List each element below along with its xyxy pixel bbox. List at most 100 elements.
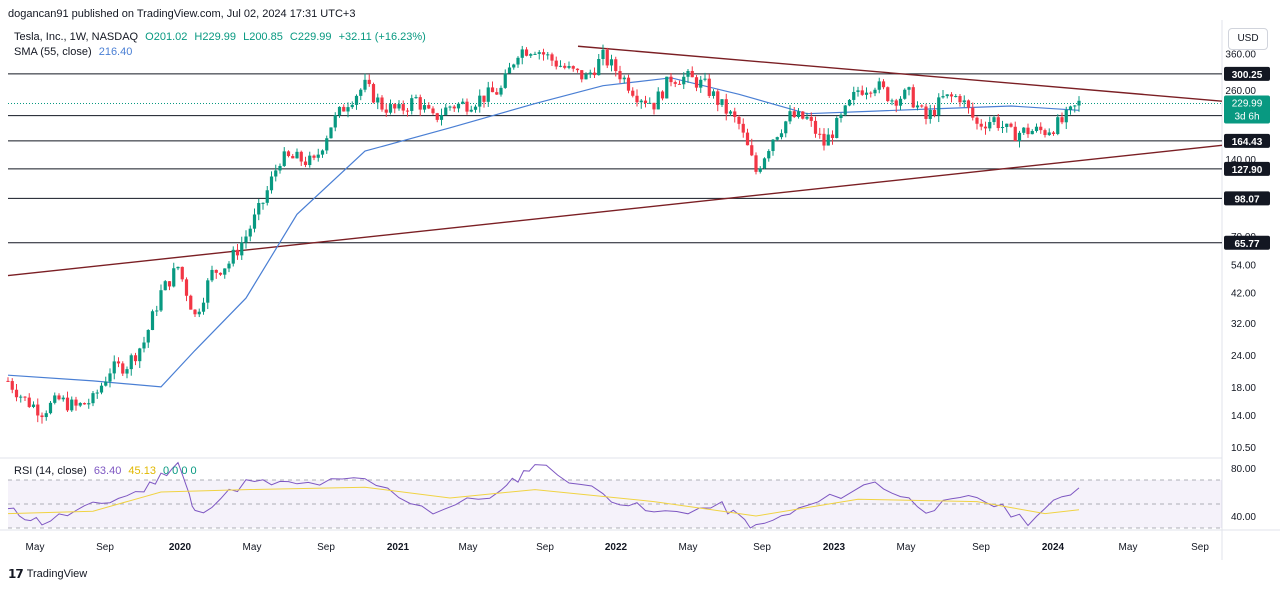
price-tick: 14.00 [1231,411,1256,422]
candle-body [796,111,801,118]
candle-body [597,58,601,76]
candle-body [359,89,363,96]
price-tick: 70.00 [1231,232,1256,243]
candle-body [954,96,958,98]
candle-body [138,348,142,362]
candle-body [354,95,359,105]
candle-body [541,52,546,55]
candle-body [554,60,558,67]
candle-body [792,111,796,118]
price-tick: 18.00 [1231,383,1256,394]
candle-body [631,90,635,96]
low-value: L200.85 [243,31,283,43]
candle-body [44,413,48,418]
candle-body [979,123,983,127]
candle-body [363,79,367,90]
candle-body [312,155,316,158]
price-tick: 54.00 [1231,261,1256,272]
level-tag [1224,161,1270,176]
candle-body [618,71,622,80]
candle-body [380,97,384,110]
candle-body [745,132,750,146]
candle-body [588,72,592,75]
candle-body [983,126,988,129]
sma-legend: SMA (55, close) 216.40 [14,46,136,58]
candle-body [240,242,244,256]
last-price-tag [1224,95,1270,124]
candle-body [193,309,197,315]
candle-body [741,123,745,133]
candle-body [248,228,252,237]
candle-body [235,249,240,256]
candle-body [303,161,308,166]
candle-body [342,106,346,112]
candle-body [724,99,728,114]
candle-body [291,156,295,159]
rsi-tick: 80.00 [1231,464,1256,475]
candle-body [486,87,490,102]
currency-button[interactable]: USD [1228,28,1268,50]
candle-body [10,381,14,390]
candle-body [121,363,125,374]
candle-body [65,397,70,411]
candle-body [864,92,869,95]
candle-body [822,133,826,146]
candle-body [529,54,533,56]
candle-body [104,381,108,386]
sma-path [7,77,1080,388]
rsi-ma-line [7,486,1080,517]
candle-body [941,96,945,98]
level-tag [1224,235,1270,250]
candle-body [150,311,155,331]
candle-body [592,72,597,76]
candle-body [82,403,87,405]
candle-body [146,330,150,343]
time-tick: Sep [317,542,335,553]
candle-body [490,87,495,93]
candle-body [996,117,1000,129]
candle-body [966,100,971,108]
candle-body [716,91,720,105]
time-tick: Sep [1191,542,1209,553]
price-tick: 140.00 [1225,155,1256,166]
candle-body [784,121,788,134]
candle-body [558,65,563,67]
candle-body [728,111,733,114]
rsi-legend: RSI (14, close) 63.40 45.13 0 0 0 0 [14,465,201,477]
candle-body [116,361,121,364]
rsi-tick: 40.00 [1231,512,1256,523]
candle-body [1047,132,1051,136]
candle-body [329,127,333,139]
candle-body [495,92,499,95]
candle-body [473,106,478,110]
time-tick: 2024 [1042,542,1065,553]
candle-body [830,134,835,138]
candle-body [750,145,754,156]
candle-body [31,404,36,407]
price-tick: 10.50 [1231,443,1256,454]
time-tick: May [459,542,478,553]
candle-body [129,355,133,370]
candle-body [1068,106,1073,110]
candle-body [801,111,805,119]
candle-body [214,269,218,273]
candle-body [435,113,439,120]
candle-body [903,89,907,99]
level-tag [1224,66,1270,81]
candle-body [584,74,588,80]
candle-body [869,92,873,94]
candle-body [269,176,274,191]
candle-body [53,395,57,403]
brand-name: TradingView [26,568,88,580]
tv-logo-icon: 𝟭𝟳 [8,567,24,581]
candle-body [155,310,159,312]
candle-body [78,403,82,406]
candle-body [779,133,784,138]
candle-body [537,52,541,54]
change-value: +32.11 (+16.23%) [338,31,426,43]
candle-body [499,87,503,95]
candle-body [733,111,737,117]
candle-body [928,109,932,119]
candles [6,44,1081,424]
